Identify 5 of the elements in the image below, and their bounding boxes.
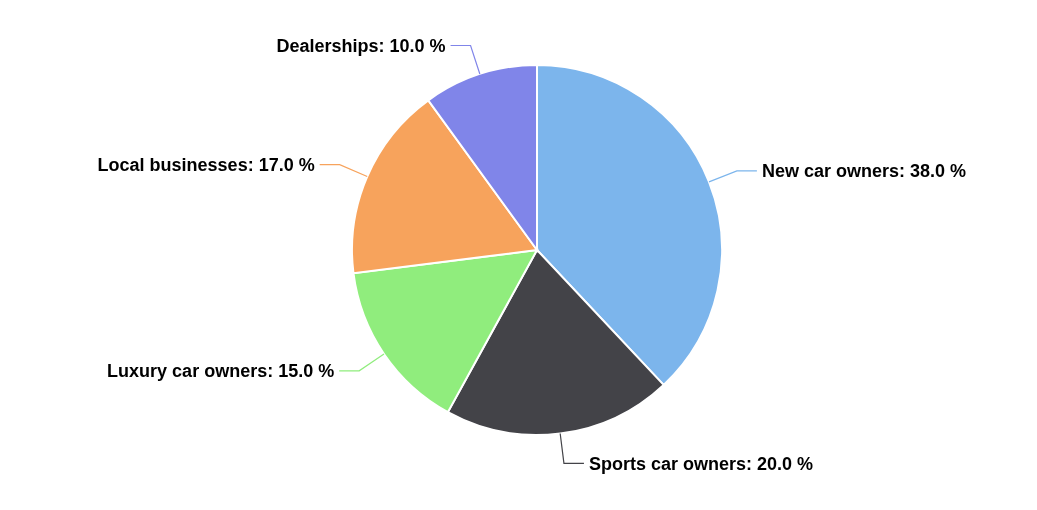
slice-label: Luxury car owners: 15.0 % bbox=[107, 361, 335, 382]
slice-label: Dealerships: 10.0 % bbox=[276, 35, 446, 56]
slice-label: New car owners: 38.0 % bbox=[761, 161, 966, 182]
slice-label: Local businesses: 17.0 % bbox=[97, 154, 315, 175]
slice-label: Sports car owners: 20.0 % bbox=[588, 453, 814, 474]
